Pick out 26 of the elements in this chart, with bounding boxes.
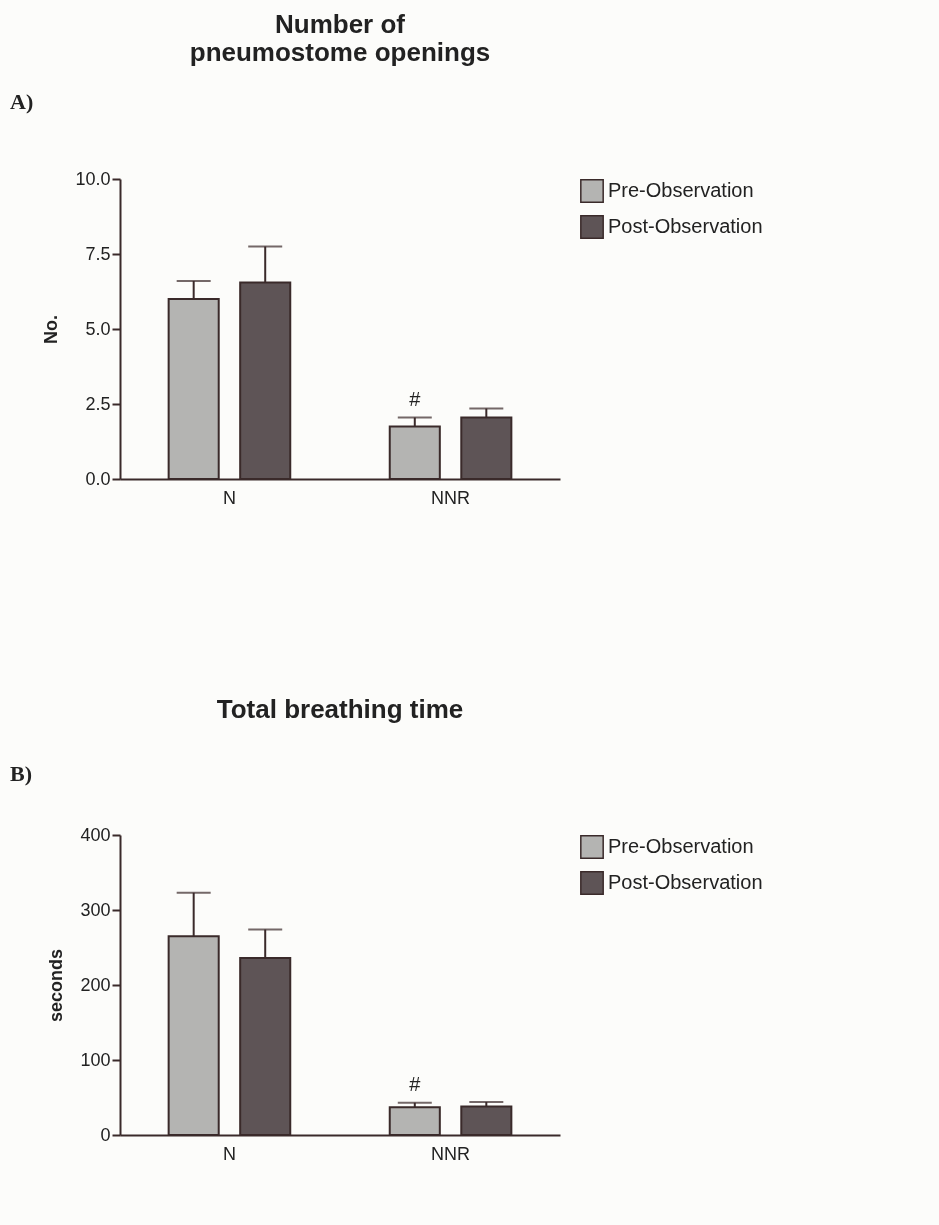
x-tick-label: N	[222, 1143, 236, 1164]
legend-label: Post-Observation	[608, 871, 763, 893]
text: B)	[10, 761, 32, 786]
y-tick-label: 2.5	[85, 393, 111, 414]
legend-label: Post-Observation	[608, 215, 763, 237]
y-tick-label: 0.0	[85, 468, 111, 489]
chart-title: Total breathing time	[216, 694, 464, 724]
y-tick-label: 10.0	[75, 168, 111, 189]
x-tick-label: N	[222, 487, 236, 508]
x-tick-label: NNR	[431, 487, 471, 508]
y-axis-title: seconds	[46, 948, 67, 1023]
annotation: #	[409, 387, 422, 410]
annotation: #	[409, 1072, 422, 1095]
legend-label: Pre-Observation	[608, 835, 754, 857]
y-tick-label: 300	[80, 899, 111, 920]
y-tick-label: 0	[100, 1124, 111, 1145]
chart-title: Number of pneumostome openings	[189, 9, 491, 67]
y-tick-label: 200	[80, 974, 111, 995]
y-tick-label: 7.5	[85, 243, 111, 264]
x-tick-label: NNR	[431, 1143, 471, 1164]
y-tick-label: 100	[80, 1049, 111, 1070]
text: A)	[10, 89, 34, 114]
legend-label: Pre-Observation	[608, 179, 754, 201]
y-tick-label: 5.0	[85, 318, 111, 339]
y-tick-label: 400	[80, 824, 111, 845]
y-axis-title: No.	[41, 315, 62, 344]
